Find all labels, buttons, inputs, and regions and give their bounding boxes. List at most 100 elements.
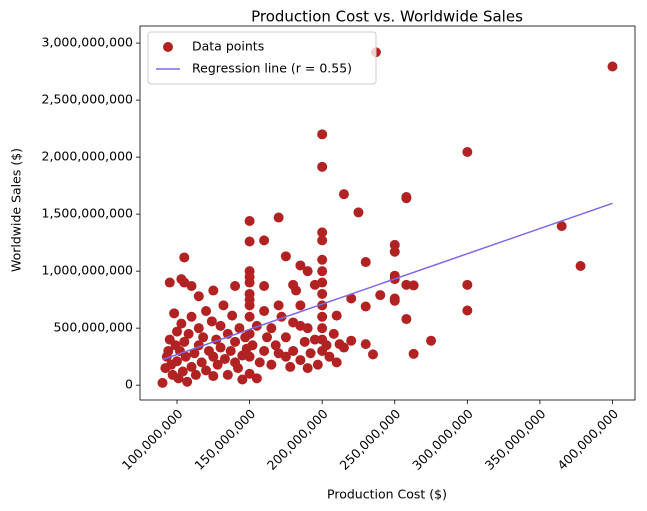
data-point (262, 332, 273, 343)
data-point (219, 353, 230, 364)
data-point (270, 340, 281, 351)
x-tick-label: 150,000,000 (191, 406, 258, 473)
data-point (234, 323, 245, 334)
data-point (244, 300, 255, 311)
data-point (317, 161, 328, 172)
data-point (575, 261, 586, 272)
data-point (317, 266, 328, 277)
x-tick-label: 200,000,000 (264, 406, 331, 473)
data-point (346, 335, 357, 346)
data-point (607, 61, 618, 72)
data-point (193, 323, 204, 334)
data-point (331, 357, 342, 368)
data-point (426, 335, 437, 346)
data-point (295, 355, 306, 366)
legend-marker (163, 42, 173, 52)
data-point (317, 254, 328, 265)
data-point (462, 305, 473, 316)
data-point (408, 348, 419, 359)
data-point (251, 373, 262, 384)
legend-label: Regression line (r = 0.55) (192, 61, 352, 76)
y-tick-label: 1,000,000,000 (42, 263, 133, 278)
data-point (317, 288, 328, 299)
data-point (295, 320, 306, 331)
data-point (201, 365, 212, 376)
data-point (353, 207, 364, 218)
x-tick-label: 400,000,000 (554, 406, 621, 473)
data-point (193, 291, 204, 302)
data-point (401, 314, 412, 325)
data-point (280, 251, 291, 262)
data-point (230, 336, 241, 347)
data-point (225, 345, 236, 356)
x-tick-label: 350,000,000 (482, 406, 549, 473)
data-point (215, 320, 226, 331)
data-point (401, 279, 412, 290)
data-point (295, 260, 306, 271)
data-point (230, 280, 241, 291)
data-point (244, 328, 255, 339)
data-point (273, 300, 284, 311)
data-point (190, 369, 201, 380)
data-point (247, 340, 258, 351)
data-point (462, 146, 473, 157)
data-point (182, 376, 193, 387)
data-point (208, 351, 219, 362)
data-point (254, 357, 265, 368)
y-tick-label: 2,500,000,000 (42, 92, 133, 107)
data-point (331, 310, 342, 321)
data-point (408, 280, 419, 291)
legend-box (147, 31, 377, 85)
x-tick-label: 100,000,000 (119, 406, 186, 473)
data-point (317, 311, 328, 322)
data-point (172, 326, 183, 337)
x-tick-label: 250,000,000 (337, 406, 404, 473)
data-point (206, 316, 217, 327)
data-point (317, 129, 328, 140)
data-point (259, 345, 270, 356)
data-point (375, 290, 386, 301)
plot-area (139, 25, 636, 401)
data-point (556, 221, 567, 232)
data-point (312, 359, 323, 370)
data-point (266, 323, 277, 334)
data-point (180, 351, 191, 362)
data-point (172, 356, 183, 367)
data-point (227, 310, 238, 321)
data-point (389, 246, 400, 257)
y-axis-label: Worldwide Sales ($) (9, 148, 24, 272)
data-point (259, 280, 270, 291)
data-point (401, 193, 412, 204)
data-point (244, 215, 255, 226)
data-point (218, 300, 229, 311)
data-point (244, 277, 255, 288)
y-tick-label: 1,500,000,000 (42, 206, 133, 221)
data-point (215, 342, 226, 353)
data-point (259, 235, 270, 246)
x-tick-label: 300,000,000 (409, 406, 476, 473)
data-point (309, 334, 320, 345)
data-point (201, 306, 212, 317)
data-point (179, 252, 190, 263)
data-point (328, 328, 339, 339)
data-point (295, 300, 306, 311)
data-point (334, 339, 345, 350)
data-point (163, 345, 174, 356)
data-point (367, 349, 378, 360)
data-point (309, 279, 320, 290)
data-point (198, 332, 209, 343)
data-point (462, 279, 473, 290)
chart-title: Production Cost vs. Worldwide Sales (251, 8, 523, 26)
data-point (244, 368, 255, 379)
y-tick-label: 0 (125, 377, 133, 392)
y-tick-label: 3,000,000,000 (42, 35, 133, 50)
data-point (244, 236, 255, 247)
data-point (208, 371, 219, 382)
data-point (389, 239, 400, 250)
data-point (169, 308, 180, 319)
data-point (285, 361, 296, 372)
data-point (157, 377, 168, 388)
data-point (259, 306, 270, 317)
regression-line (162, 202, 613, 361)
